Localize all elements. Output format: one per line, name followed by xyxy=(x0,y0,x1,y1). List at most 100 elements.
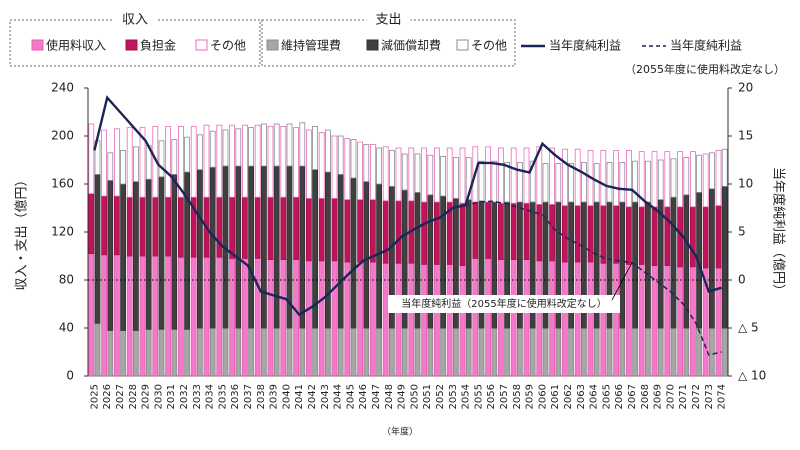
bar-segment xyxy=(549,147,555,205)
bar-segment xyxy=(241,124,248,198)
bar-segment xyxy=(593,327,600,377)
x-tick-label: 2067 xyxy=(627,384,638,409)
bar-segment xyxy=(158,176,165,330)
bar-segment xyxy=(369,199,376,263)
bar-segment xyxy=(485,146,492,203)
x-tick-label: 2037 xyxy=(243,384,254,409)
x-tick-label: 2071 xyxy=(678,384,689,409)
bar-segment xyxy=(478,160,485,202)
bar-segment xyxy=(305,129,312,199)
bar-segment xyxy=(632,327,638,377)
x-tick-label: 2059 xyxy=(525,384,536,409)
bar-segment xyxy=(190,256,197,377)
x-tick-label: 2049 xyxy=(397,384,408,409)
x-tick-label: 2057 xyxy=(499,384,510,409)
bar-segment xyxy=(331,197,338,262)
bar-segment xyxy=(683,194,690,329)
bar-segment xyxy=(94,322,101,377)
bar-segment xyxy=(248,327,255,377)
bar-segment xyxy=(536,260,543,377)
bar-segment xyxy=(388,327,395,377)
bar-segment xyxy=(587,261,594,377)
bar-segment xyxy=(216,256,223,377)
bar-segment xyxy=(613,149,619,206)
bar-segment xyxy=(504,161,511,203)
bar-segment xyxy=(286,327,293,377)
bar-segment xyxy=(88,123,95,194)
x-tick-label: 2028 xyxy=(128,384,139,409)
legend-swatch xyxy=(31,39,44,51)
bar-segment xyxy=(267,126,274,198)
legend-label: その他 xyxy=(471,39,507,53)
legend-label: 負担金 xyxy=(140,38,176,53)
bar-segment xyxy=(101,254,107,377)
x-tick-label: 2038 xyxy=(256,384,267,409)
bar-segment xyxy=(107,152,114,181)
y2-axis-label: 当年度純利益（億円） xyxy=(771,167,787,297)
bar-segment xyxy=(126,196,133,257)
x-tick-label: 2066 xyxy=(614,384,625,409)
bar-segment xyxy=(427,154,434,196)
bar-segment xyxy=(254,124,261,198)
x-tick-label: 2048 xyxy=(384,384,395,409)
bar-segment xyxy=(491,160,498,203)
bar-segment xyxy=(114,195,120,256)
bar-segment xyxy=(421,201,428,265)
bar-segment xyxy=(376,327,383,377)
line-series xyxy=(93,95,722,317)
bar-segment xyxy=(587,205,594,263)
bar-segment xyxy=(139,127,146,198)
bar-segment xyxy=(132,146,139,183)
bar-segment xyxy=(670,158,677,198)
bar-segment xyxy=(670,196,677,329)
x-tick-label: 2043 xyxy=(320,384,331,409)
bar-segment xyxy=(606,161,613,203)
bar-segment xyxy=(235,128,242,167)
legend-swatch xyxy=(266,39,279,51)
bar-segment xyxy=(574,205,581,263)
x-tick-label: 2044 xyxy=(333,384,344,409)
bar-segment xyxy=(651,206,658,267)
bar-segment xyxy=(369,261,376,377)
bar-segment xyxy=(581,161,587,203)
bar-segment xyxy=(401,327,408,377)
bar-segment xyxy=(273,165,280,329)
bar-segment xyxy=(196,169,203,329)
bar-segment xyxy=(139,196,146,257)
x-tick-label: 2033 xyxy=(192,384,203,409)
bar-segment xyxy=(337,135,344,175)
bar-segment xyxy=(376,147,383,185)
bar-segment xyxy=(568,327,574,377)
bar-segment xyxy=(305,197,312,262)
bar-segment xyxy=(363,327,370,377)
bar-segment xyxy=(254,196,261,259)
bar-segment xyxy=(273,327,280,377)
bar-segment xyxy=(401,153,408,191)
x-tick-label: 2065 xyxy=(601,384,612,409)
y2-tick-label: 10 xyxy=(738,177,753,191)
bar-segment xyxy=(683,327,690,377)
bar-segment xyxy=(260,123,267,167)
bar-segment xyxy=(696,327,702,377)
bar-segment xyxy=(254,257,261,377)
x-tick-label: 2035 xyxy=(217,384,228,409)
legend-note: （2055年度に使用料改定なし） xyxy=(625,62,785,76)
x-tick-label: 2062 xyxy=(563,384,574,409)
bar-segment xyxy=(485,201,492,259)
bar-segment xyxy=(421,147,428,203)
bar-segment xyxy=(132,181,139,331)
bar-segment xyxy=(645,327,651,377)
bar-segment xyxy=(446,147,453,203)
bar-segment xyxy=(145,178,152,330)
bar-segment xyxy=(344,261,351,377)
bar-segment xyxy=(414,327,421,377)
bar-segment xyxy=(619,327,626,377)
bar-segment xyxy=(94,173,101,324)
bar-segment xyxy=(344,199,351,263)
x-tick-label: 2060 xyxy=(537,384,548,409)
bar-segment xyxy=(497,259,504,377)
bar-segment xyxy=(241,257,248,377)
x-tick-label: 2064 xyxy=(589,384,600,409)
bar-segment xyxy=(267,196,274,260)
bar-segment xyxy=(165,126,172,198)
